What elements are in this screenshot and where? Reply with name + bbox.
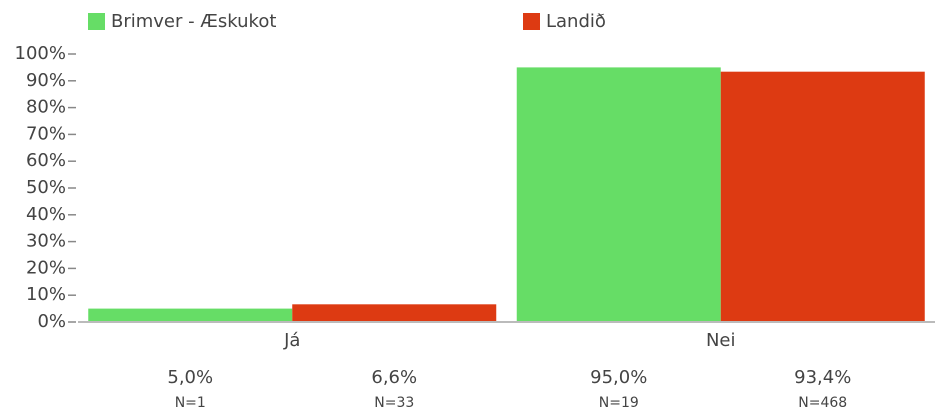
bar xyxy=(292,304,497,322)
y-tick-label: 30% xyxy=(26,231,66,252)
value-label: 93,4% xyxy=(794,367,851,388)
n-label: N=468 xyxy=(798,395,847,411)
y-tick-label: 20% xyxy=(26,257,66,278)
y-tick-label: 80% xyxy=(26,97,66,118)
legend-label: Landið xyxy=(546,11,606,32)
value-label: 5,0% xyxy=(167,367,213,388)
bar xyxy=(88,308,293,322)
y-tick-label: 60% xyxy=(26,150,66,171)
legend-label: Brimver - Æskukot xyxy=(111,11,276,32)
value-label: 95,0% xyxy=(590,367,647,388)
x-tick-label: Nei xyxy=(706,330,736,351)
x-tick-label: Já xyxy=(283,330,300,351)
legend-swatch xyxy=(523,13,540,30)
n-label: N=1 xyxy=(175,395,206,411)
y-tick-label: 90% xyxy=(26,70,66,91)
n-label: N=33 xyxy=(374,395,414,411)
y-tick-label: 100% xyxy=(15,43,66,64)
bar xyxy=(516,67,721,323)
y-tick-label: 10% xyxy=(26,284,66,305)
value-label: 6,6% xyxy=(371,367,417,388)
bar xyxy=(720,71,925,322)
y-tick-label: 70% xyxy=(26,123,66,144)
n-label: N=19 xyxy=(599,395,639,411)
legend-swatch xyxy=(88,13,105,30)
y-tick-label: 40% xyxy=(26,204,66,225)
y-tick-label: 50% xyxy=(26,177,66,198)
y-tick-label: 0% xyxy=(37,311,66,332)
